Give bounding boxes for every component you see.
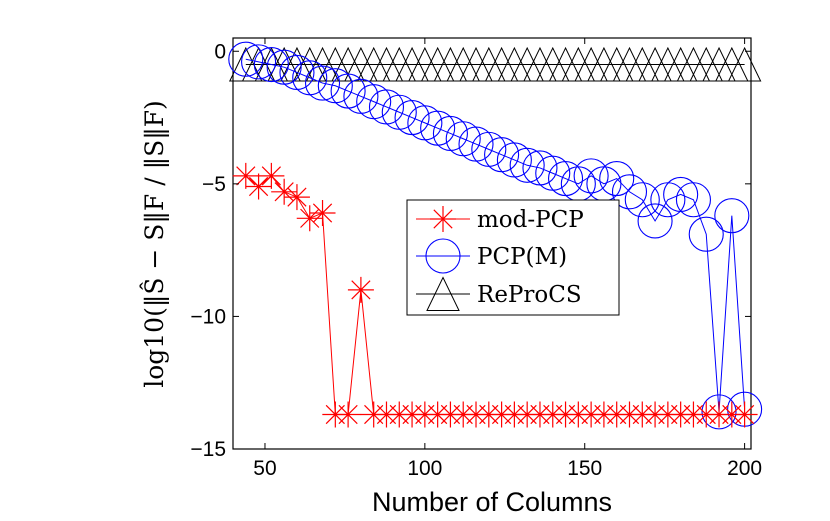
data-point-circle (611, 174, 648, 210)
series-triangle (228, 46, 762, 82)
y-tick-label: −15 (190, 438, 226, 461)
x-tick-label: 150 (567, 457, 602, 480)
data-point-asterisk (335, 401, 362, 428)
legend: mod-PCP PCP(M) ReProCS (406, 199, 620, 316)
legend-marker-asterisk (430, 206, 456, 232)
legend-label: mod-PCP (477, 207, 584, 233)
legend-entry-circle: PCP(M) (416, 238, 567, 274)
data-point-circle (253, 46, 289, 83)
data-point-circle (509, 147, 545, 183)
y-tick-label: −5 (202, 173, 226, 196)
series-circle (228, 41, 763, 430)
legend-entry-asterisk: mod-PCP (416, 206, 584, 233)
y-tick-label: 0 (214, 40, 226, 63)
legend-marker-triangle (426, 276, 460, 311)
series-asterisk (232, 162, 758, 428)
data-point-asterisk (347, 276, 374, 303)
x-tick-label: 100 (407, 457, 442, 480)
legend-label: PCP(M) (477, 244, 567, 270)
data-point-asterisk (296, 205, 323, 232)
tick-layer: 50 100 150 200 0 −5 −10 −15 (190, 38, 762, 480)
data-point-circle (599, 160, 635, 197)
data-point-asterisk (232, 162, 259, 189)
series-layer (228, 41, 763, 430)
data-point-circle (228, 41, 264, 77)
data-point-asterisk (258, 162, 285, 189)
data-point-asterisk (309, 200, 336, 227)
data-point-circle (304, 65, 341, 101)
legend-label: ReProCS (477, 282, 582, 308)
plot-frame (232, 37, 752, 450)
data-point-asterisk (245, 173, 272, 200)
data-point-asterisk (283, 184, 310, 211)
y-axis-label: log10(‖Ŝ − S‖F / ‖S‖F) (140, 100, 170, 388)
data-point-circle (637, 203, 673, 239)
data-point-circle (701, 394, 737, 430)
data-point-circle (688, 216, 724, 252)
series-line-circle (245, 58, 746, 412)
legend-entries: mod-PCP PCP(M) ReProCS (416, 206, 584, 311)
data-point-circle (714, 198, 750, 234)
x-tick-label: 200 (727, 457, 762, 480)
data-point-asterisk (271, 178, 298, 205)
plot-area: 50 100 150 200 0 −5 −10 −15 (190, 37, 763, 480)
data-point-asterisk (731, 401, 758, 428)
legend-marker-circle (425, 238, 461, 274)
y-tick-label: −10 (190, 305, 226, 328)
x-tick-label: 50 (253, 457, 276, 480)
data-point-circle (241, 44, 277, 80)
data-point-circle (624, 182, 660, 218)
x-axis-label: Number of Columns (372, 487, 612, 517)
data-point-circle (573, 158, 609, 194)
legend-entry-triangle: ReProCS (416, 276, 582, 311)
data-point-circle (675, 182, 711, 218)
data-point-triangle (727, 46, 762, 82)
